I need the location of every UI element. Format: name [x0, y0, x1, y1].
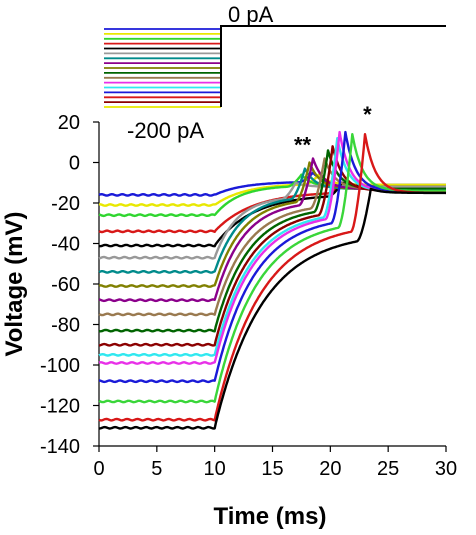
voltage-trace	[98, 173, 446, 207]
y-axis-title: Voltage (mV)	[1, 212, 28, 357]
peak-annotation: *	[363, 102, 372, 127]
voltage-trace	[98, 132, 446, 404]
y-tick-label: 20	[58, 112, 80, 134]
y-tick-label: -100	[40, 355, 80, 377]
voltage-trace	[98, 161, 446, 288]
voltage-trace	[98, 157, 446, 303]
y-tick-label: -60	[51, 274, 80, 296]
peak-annotation: **	[294, 132, 312, 157]
y-tick-label: 0	[69, 153, 80, 175]
y-tick-label: -140	[40, 436, 80, 458]
plot-axes	[93, 121, 447, 452]
x-tick-label: 30	[435, 458, 457, 480]
stimulus-label-bottom: -200 pA	[127, 118, 204, 143]
y-tick-label: -80	[51, 315, 80, 337]
stimulus-step-edge	[220, 25, 446, 107]
stimulus-label-top: 0 pA	[228, 2, 274, 27]
voltage-trace	[98, 157, 446, 317]
voltage-trace	[98, 130, 446, 365]
stimulus-protocol-panel	[104, 25, 446, 108]
voltage-trace	[98, 132, 447, 422]
x-tick-label: 10	[204, 458, 226, 480]
x-tick-label: 5	[151, 458, 162, 480]
y-tick-label: -20	[51, 193, 80, 215]
tick-labels: 0 5 10 15 20 25 30 20 0 -20 -40 -60 -80 -100 -120 -140	[40, 112, 457, 480]
x-tick-label: 15	[261, 458, 283, 480]
voltage-trace	[98, 187, 446, 430]
peak-annotations: ***	[294, 102, 372, 157]
x-tick-label: 25	[377, 458, 399, 480]
x-tick-label: 0	[93, 458, 104, 480]
voltage-traces	[98, 130, 447, 430]
y-tick-label: -40	[51, 234, 80, 256]
x-tick-label: 20	[319, 458, 341, 480]
y-tick-label: -120	[40, 396, 80, 418]
x-axis-title: Time (ms)	[214, 503, 327, 530]
